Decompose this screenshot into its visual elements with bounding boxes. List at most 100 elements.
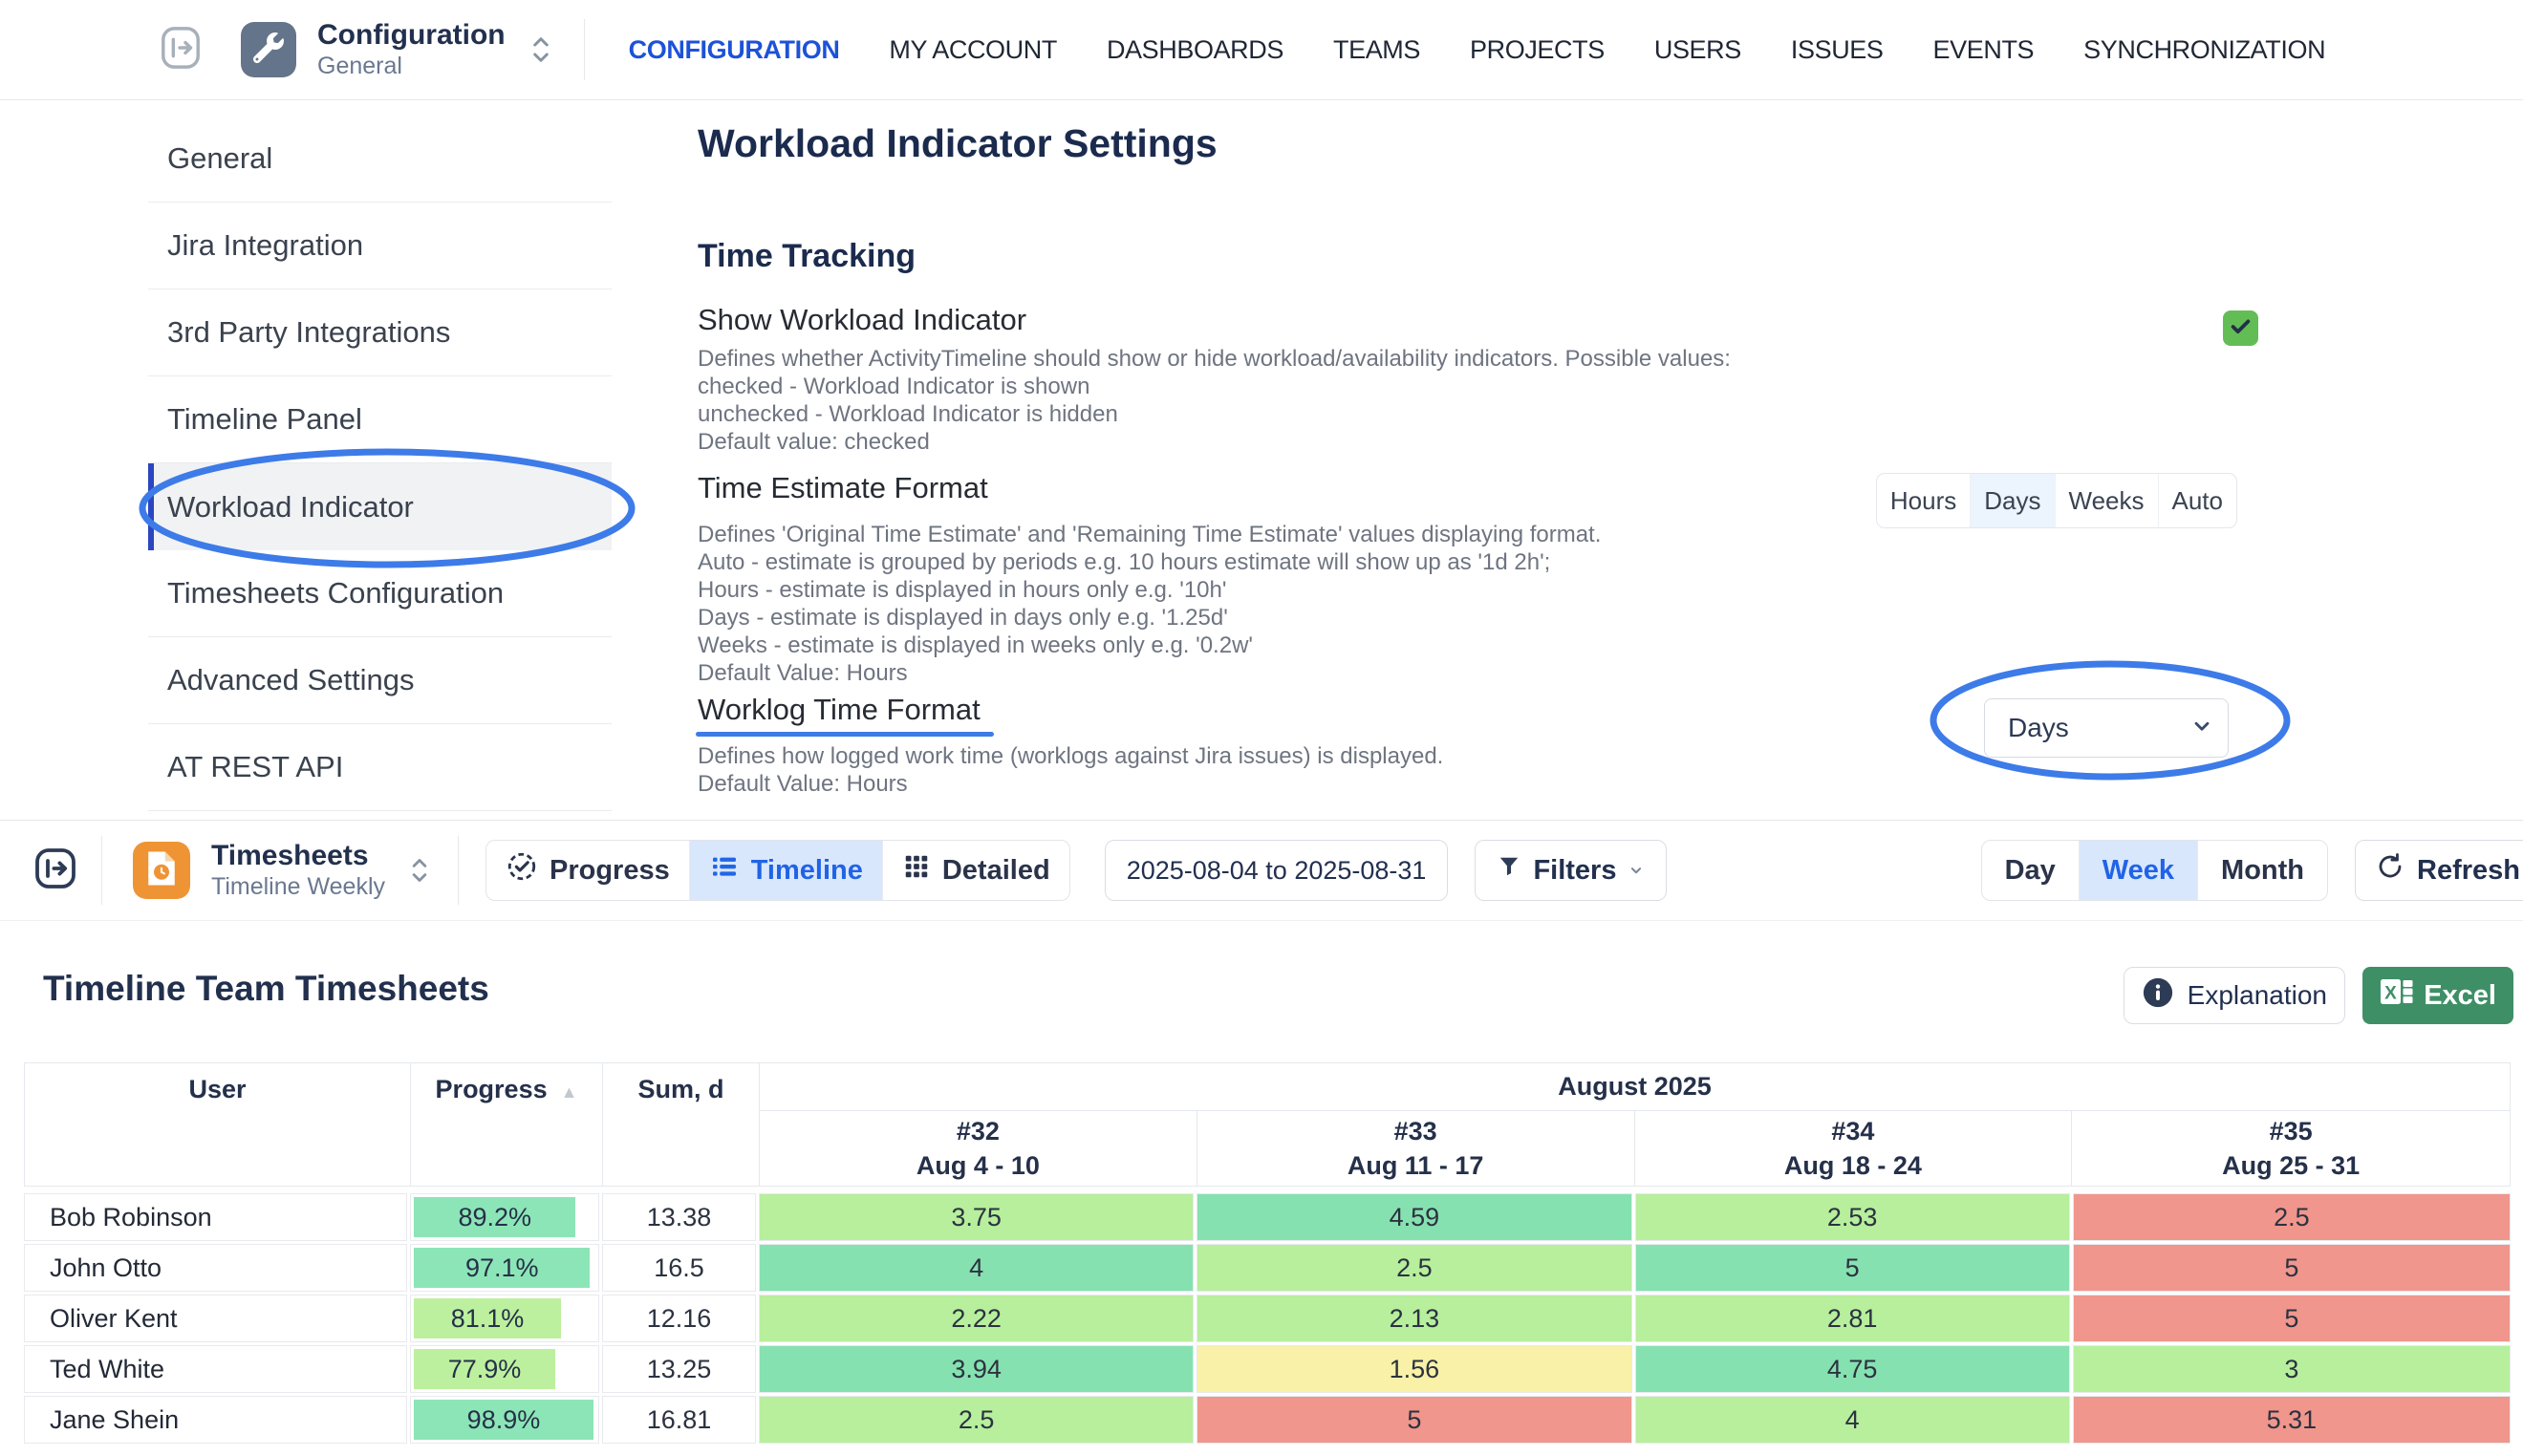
nav-item-events[interactable]: EVENTS [1932,34,2035,64]
excel-export-button[interactable]: X Excel [2362,967,2513,1024]
check-circle-icon [506,850,538,890]
field-description-line: Hours - estimate is displayed in hours o… [698,577,1227,603]
nav-item-configuration[interactable]: CONFIGURATION [628,34,840,64]
week-number: #32 [956,1117,1000,1146]
progress-bar: 97.1% [414,1248,591,1288]
divider [583,19,585,80]
sum-cell: 16.81 [602,1396,756,1444]
grid-icon [902,852,931,889]
sum-cell: 16.5 [602,1244,756,1292]
field-description-line: Auto - estimate is grouped by periods e.… [698,549,1551,575]
app-switcher-chevrons-icon[interactable] [527,32,555,68]
sidebar-item-timesheets-configuration[interactable]: Timesheets Configuration [148,550,612,637]
column-header-user[interactable]: User [25,1063,411,1186]
sidebar-item-label: AT REST API [167,750,344,783]
date-range-button[interactable]: 2025-08-04 to 2025-08-31 [1104,840,1449,901]
divider [458,836,459,905]
sidebar-item-3rd-party-integrations[interactable]: 3rd Party Integrations [148,289,612,376]
view-tab-label: Timeline [750,854,863,886]
filters-button[interactable]: Filters [1475,840,1668,901]
timesheet-cell: 3 [2072,1345,2511,1393]
user-cell: Ted White [24,1345,407,1393]
refresh-button[interactable]: Refresh [2355,840,2523,901]
section-title: Time Tracking [698,238,916,274]
nav-item-teams[interactable]: TEAMS [1333,34,1421,64]
sidebar-item-workload-indicator[interactable]: Workload Indicator [148,463,612,550]
list-icon [709,851,740,889]
week-header-33: #33 Aug 11 - 17 [1197,1111,1635,1186]
sum-cell: 13.38 [602,1193,756,1241]
month-header: August 2025 [760,1063,2510,1111]
sidebar-item-general[interactable]: General [148,116,612,203]
app-switcher[interactable]: Configuration General [317,19,506,80]
user-cell: Jane Shein [24,1396,407,1444]
sidebar-item-advanced-settings[interactable]: Advanced Settings [148,637,612,724]
sidebar-item-label: Timesheets Configuration [167,576,505,610]
nav-item-issues[interactable]: ISSUES [1790,34,1884,64]
field-title-show-workload-indicator: Show Workload Indicator [698,303,1027,336]
timesheet-cell: 2.81 [1634,1295,2070,1342]
week-range: Aug 18 - 24 [1783,1151,1922,1180]
sidebar-item-timeline-panel[interactable]: Timeline Panel [148,376,612,463]
field-title-time-estimate-format: Time Estimate Format [698,471,988,504]
panel-collapse-button[interactable] [159,23,203,76]
time-estimate-option-hours[interactable]: Hours [1889,485,1957,515]
nav-item-synchronization[interactable]: SYNCHRONIZATION [2083,34,2326,64]
nav-item-users[interactable]: USERS [1653,34,1741,64]
view-tab-progress[interactable]: Progress [486,841,689,900]
timesheets-toolbar: Timesheets Timeline Weekly Progress Timel… [0,820,2523,921]
period-tabs: Day Week Month [1980,840,2328,901]
timesheet-cell: 5 [1634,1244,2070,1292]
nav-item-projects[interactable]: PROJECTS [1470,34,1605,64]
progress-cell: 97.1% [410,1244,599,1292]
period-tab-day[interactable]: Day [2004,854,2056,886]
timesheet-table: User Progress ▲ Sum, d August 2025 #32 Au… [24,1062,2511,1444]
sidebar-item-label: 3rd Party Integrations [167,315,451,349]
show-workload-indicator-checkbox[interactable] [2223,310,2258,346]
nav-item-my-account[interactable]: MY ACCOUNT [889,34,1057,64]
timesheets-app-switcher[interactable]: Timesheets Timeline Weekly [211,840,385,901]
time-estimate-option-weeks[interactable]: Weeks [2054,474,2158,527]
week-header-35: #35 Aug 25 - 31 [2072,1111,2510,1186]
timesheet-cell: 4.75 [1634,1345,2070,1393]
select-value: Days [2008,713,2069,742]
period-tab-month[interactable]: Month [2197,841,2327,900]
timesheet-cell: 5 [2072,1295,2511,1342]
sidebar-item-jira-integration[interactable]: Jira Integration [148,203,612,289]
sum-cell: 12.16 [602,1295,756,1342]
panel-collapse-button-timesheets[interactable] [32,847,78,893]
refresh-label: Refresh [2417,854,2520,886]
column-header-sum[interactable]: Sum, d [603,1063,760,1186]
timesheet-cell: 4 [759,1244,1195,1292]
sidebar-item-at-rest-api[interactable]: AT REST API [148,724,612,811]
explanation-button[interactable]: Explanation [2123,967,2345,1024]
date-range-label: 2025-08-04 to 2025-08-31 [1126,855,1427,885]
worklog-time-format-select[interactable]: Days [1984,698,2229,758]
progress-cell: 89.2% [410,1193,599,1241]
view-tab-label: Progress [550,854,670,886]
nav-item-dashboards[interactable]: DASHBOARDS [1106,34,1283,64]
top-nav-items: CONFIGURATION MY ACCOUNT DASHBOARDS TEAMS PR… [629,35,2326,65]
timesheet-table-body: Bob Robinson 89.2% 13.38 3.75 4.59 2.53 2.5 Joh… [24,1193,2511,1444]
period-tab-week[interactable]: Week [2078,841,2198,900]
field-description-line: Default value: checked [698,429,930,455]
app-switcher-chevrons-icon[interactable] [406,853,433,888]
timesheet-cell: 1.56 [1197,1345,1632,1393]
timesheet-cell: 2.5 [759,1396,1195,1444]
wrench-icon [252,32,284,68]
time-estimate-option-days[interactable]: Days [1970,474,2055,527]
time-estimate-option-auto[interactable]: Auto [2157,474,2236,527]
checkmark-icon [2228,313,2253,344]
field-description-line: Default Value: Hours [698,660,908,686]
sidebar-item-label: Advanced Settings [167,663,415,696]
view-tab-detailed[interactable]: Detailed [881,841,1069,900]
week-number: #35 [2269,1117,2313,1146]
field-description-line: Default Value: Hours [698,771,908,797]
column-header-progress[interactable]: Progress ▲ [411,1063,603,1186]
time-estimate-format-segmented: Hours Days Weeks Auto [1875,473,2237,528]
view-tab-timeline[interactable]: Timeline [688,841,882,900]
timesheet-cell: 5 [2072,1244,2511,1292]
chevron-down-icon [1628,855,1645,887]
week-number: #34 [1831,1117,1875,1146]
settings-sidebar: General Jira Integration 3rd Party Integra… [148,100,612,820]
